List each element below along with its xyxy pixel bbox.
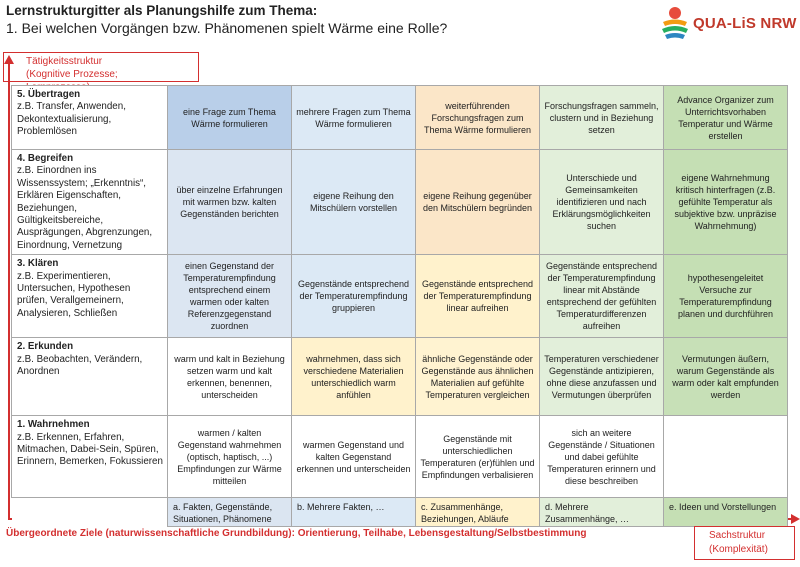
row-title: 1. Wahrnehmen <box>17 419 90 431</box>
column-label: a. Fakten, Gegenstände, Situationen, Phä… <box>167 497 292 528</box>
grid-cell: Gegenstände entsprechend der Temperature… <box>291 254 416 339</box>
x-axis-label: Sachstruktur (Komplexität) <box>694 526 795 560</box>
grid-cell: Vermutungen äußern, warum Gegenstände al… <box>663 337 788 417</box>
grid-cell: weiterführenden Forschungsfragen zum The… <box>415 85 540 150</box>
grid-cell: Gegenstände mit unterschiedlichen Temper… <box>415 415 540 499</box>
grid-cell: Gegenstände entsprechend der Temperature… <box>539 254 664 339</box>
row-title: 2. Erkunden <box>17 341 74 353</box>
x-axis-label-line2: (Komplexität) <box>709 544 768 555</box>
grid-row-wahrnehmen: 1. Wahrnehmen z.B. Erkennen, Erfahren, M… <box>11 415 788 499</box>
overarching-goals: Übergeordnete Ziele (naturwissenschaftli… <box>6 528 587 539</box>
grid-cell: warmen Gegenstand und kalten Gegenstand … <box>291 415 416 499</box>
grid-cell: hypothesengeleitet Versuche zur Temperat… <box>663 254 788 339</box>
grid-row-klaeren: 3. Klären z.B. Experimentieren, Untersuc… <box>11 254 788 339</box>
grid-column-header-row: a. Fakten, Gegenstände, Situationen, Phä… <box>11 497 788 528</box>
row-title: 4. Begreifen <box>17 153 74 164</box>
empty-corner <box>11 497 168 527</box>
column-label: d. Mehrere Zusammenhänge, … <box>539 497 664 528</box>
grid-cell: Gegenstände entsprechend der Temperature… <box>415 254 540 339</box>
grid-cell: einen Gegenstand der Temperaturempfindun… <box>167 254 292 339</box>
grid-row-begreifen: 4. Begreifen z.B. Einordnen ins Wissenss… <box>11 148 788 256</box>
grid-cell: Advance Organizer zum Unterrichtsvorhabe… <box>663 85 788 150</box>
row-description: z.B. Beobachten, Verändern, Anordnen <box>17 353 143 378</box>
y-axis-label-line1: Tätigkeitsstruktur <box>26 56 103 67</box>
row-header: 5. Übertragen z.B. Transfer, Anwenden, D… <box>11 85 168 150</box>
grid-cell: eigene Reihung gegenüber den Mitschülern… <box>415 148 540 256</box>
grid-row-uebertragen: 5. Übertragen z.B. Transfer, Anwenden, D… <box>11 85 788 150</box>
logo-mark-icon <box>662 7 688 39</box>
y-axis-arrow-icon <box>4 55 14 64</box>
grid-cell: eigene Wahrnehmung kritisch hinterfragen… <box>663 148 788 256</box>
x-axis-arrow-icon <box>791 514 800 524</box>
row-title: 3. Klären <box>17 258 59 270</box>
row-header: 1. Wahrnehmen z.B. Erkennen, Erfahren, M… <box>11 415 168 499</box>
column-label: b. Mehrere Fakten, … <box>291 497 416 528</box>
y-axis-label: Tätigkeitsstruktur (Kognitive Prozesse; … <box>3 52 199 93</box>
grid-cell: Temperaturen verschiedener Gegenstände a… <box>539 337 664 417</box>
column-label: e. Ideen und Vorstellungen <box>663 497 788 528</box>
row-description: z.B. Transfer, Anwenden, Dekontextualisi… <box>17 101 126 138</box>
grid-cell: sich an weitere Gegenstände / Situatione… <box>539 415 664 499</box>
row-header: 2. Erkunden z.B. Beobachten, Verändern, … <box>11 337 168 417</box>
column-label: c. Zusammenhänge, Beziehungen, Abläufe <box>415 497 540 528</box>
logo-text: QUA-LiS NRW <box>693 15 797 32</box>
y-axis-line <box>8 62 10 520</box>
row-header: 4. Begreifen z.B. Einordnen ins Wissenss… <box>11 148 168 256</box>
grid-cell: warmen / kalten Gegenstand wahrnehmen (o… <box>167 415 292 499</box>
grid-cell: eigene Reihung den Mitschülern vorstelle… <box>291 148 416 256</box>
grid-row-erkunden: 2. Erkunden z.B. Beobachten, Verändern, … <box>11 337 788 417</box>
row-header: 3. Klären z.B. Experimentieren, Untersuc… <box>11 254 168 339</box>
grid-cell: ähnliche Gegenstände oder Gegenstände au… <box>415 337 540 417</box>
grid-cell: Forschungsfragen sammeln, clustern und i… <box>539 85 664 150</box>
learning-structure-grid: 5. Übertragen z.B. Transfer, Anwenden, D… <box>11 85 788 528</box>
row-description: z.B. Experimentieren, Untersuchen, Hypot… <box>17 270 131 319</box>
x-axis-label-line1: Sachstruktur <box>709 530 766 541</box>
page-subtitle: 1. Bei welchen Vorgängen bzw. Phänomenen… <box>6 20 448 36</box>
grid-cell: warm und kalt in Beziehung setzen warm u… <box>167 337 292 417</box>
row-description: z.B. Einordnen ins Wissenssystem; „Erken… <box>17 165 153 251</box>
page-title: Lernstrukturgitter als Planungshilfe zum… <box>6 3 318 18</box>
logo: QUA-LiS NRW <box>657 4 797 46</box>
grid-cell: wahrnehmen, dass sich verschiedene Mater… <box>291 337 416 417</box>
grid-cell: Unterschiede und Gemeinsamkeiten identif… <box>539 148 664 256</box>
grid-cell <box>663 415 788 499</box>
grid-cell: eine Frage zum Thema Wärme formulieren <box>167 85 292 150</box>
row-description: z.B. Erkennen, Erfahren, Mitmachen, Dabe… <box>17 431 163 468</box>
grid-cell: mehrere Fragen zum Thema Wärme formulier… <box>291 85 416 150</box>
row-title: 5. Übertragen <box>17 89 81 100</box>
grid-cell: über einzelne Erfahrungen mit warmen bzw… <box>167 148 292 256</box>
